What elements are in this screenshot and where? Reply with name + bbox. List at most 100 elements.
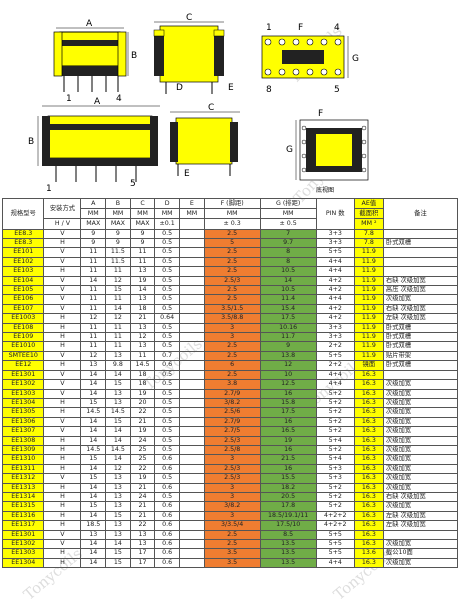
cell-a: 14 (80, 557, 107, 569)
cell-mount: V (43, 294, 82, 305)
cell-b: 13 (105, 491, 131, 503)
cell-d: 0.5 (154, 473, 180, 484)
pin-8-label: 8 (266, 85, 272, 95)
header-b-max: MAX (105, 218, 131, 230)
cell-b: 15 (105, 416, 131, 428)
transformer-diagrams: A B 1 4 C D E 1 F 4 G 8 (28, 13, 369, 194)
header-a-max: MAX (80, 218, 107, 230)
cell-c: 24 (129, 491, 156, 503)
cell-g: 10 (259, 369, 317, 381)
cell-mount: H (43, 482, 82, 494)
cell-b: 15 (105, 548, 131, 559)
cell-g: 17.5/10 (259, 520, 317, 531)
pin-5-label: 5 (334, 85, 340, 95)
cell-g: 12 (259, 360, 317, 371)
cell-mount: H (43, 435, 82, 446)
dim-b-large-label: B (28, 137, 34, 147)
table-row: EE104 V 14 12 19 0.5 2.5/3 14 4+2 11.9 右缺 次级加宽 (1, 275, 459, 287)
cell-a: 14 (80, 463, 107, 475)
cell-d: 0.6 (154, 538, 180, 550)
cell-mount: V (43, 350, 82, 362)
cell-ae: 16.3 (353, 491, 384, 503)
cell-f: 3 (203, 510, 261, 522)
cell-mount: V (43, 426, 82, 437)
cell-b: 12 (105, 463, 131, 475)
cell-f: 3 (203, 454, 261, 465)
cell-pin: 5+2 (315, 426, 355, 437)
table-row: EE1301 V 14 14 18 0.5 2.5 10 4+4 16.3 (1, 369, 459, 381)
cell-c: 13 (129, 294, 156, 305)
cell-ae: 11.9 (353, 294, 384, 305)
cell-c: 22 (129, 463, 156, 475)
cell-mount: H (43, 444, 82, 456)
cell-a: 15 (80, 501, 107, 512)
cell-b: 14.5 (105, 444, 131, 456)
cell-pin: 4+2 (315, 275, 355, 287)
cell-d: 0.6 (154, 360, 180, 371)
cell-remark: 次级加宽 (382, 294, 459, 305)
cell-c: 11 (129, 256, 156, 268)
table-row: EE1304 H 15 13 20 0.5 3/8.2 15.8 5+2 16.3 次级加宽 (1, 397, 459, 409)
cell-d: 0.5 (154, 435, 180, 446)
cell-b: 13 (105, 501, 131, 512)
cell-b: 12 (105, 313, 131, 324)
cell-e (178, 303, 205, 315)
pin-4-label: 4 (116, 94, 122, 104)
cell-a: 11 (80, 247, 107, 258)
table-row: EE1312 V 15 13 19 0.5 2.5/3 15.5 5+3 16.3 次级加宽 (1, 473, 459, 484)
cell-model: EE1303 (1, 548, 45, 559)
cell-e (178, 416, 205, 428)
dim-g-large-label: G (286, 145, 293, 155)
header-e-blank (178, 218, 205, 230)
cell-b: 14 (105, 369, 131, 381)
cell-model: EE1304 (1, 397, 45, 409)
spec-table-body: EE8.3 V 9 9 9 0.5 2.5 7 3+3 7.8 EE8.3 H 9 9 9 0.5 5 9.7 3+… (1, 228, 459, 569)
pin-1-top-label: 1 (266, 23, 272, 33)
cell-c: 21 (129, 510, 156, 522)
cell-ae: 镜面 (353, 360, 384, 371)
cell-remark: 次级加宽 (382, 426, 459, 437)
cell-g: 17.5 (259, 313, 317, 324)
cell-f: 3.5/1.5 (203, 303, 261, 315)
table-row: EE1305 H 14.5 14.5 22 0.5 2.5/6 17.5 5+2 16.3 次级加宽 (1, 407, 459, 418)
table-row: EE107 V 11 14 18 0.5 3.5/1.5 15.4 4+2 11.9 右缺 次级加宽 (1, 303, 459, 315)
cell-pin: 3+3 (315, 332, 355, 343)
cell-d: 0.6 (154, 557, 180, 569)
cell-mount: V (43, 416, 82, 428)
cell-d: 0.5 (154, 426, 180, 437)
cell-c: 25 (129, 454, 156, 465)
cell-model: EE101 (1, 247, 45, 258)
cell-d: 0.5 (154, 407, 180, 418)
cell-mount: H (43, 237, 82, 249)
header-g-tol: ± 0.5 (259, 218, 317, 230)
spec-table: 规格型号 安装方式 A B C D E F (脚距) G (排距) PIN 数 … (1, 197, 459, 569)
cell-f: 2.5/6 (203, 407, 261, 418)
cell-mount: H (43, 454, 82, 465)
cell-model: EE1315 (1, 501, 45, 512)
bottom-view-caption: 底视图 (316, 186, 334, 194)
cell-c: 19 (129, 473, 156, 484)
cell-e (178, 294, 205, 305)
cell-e (178, 538, 205, 550)
cell-f: 3.5 (203, 557, 261, 569)
table-row: EE109 H 11 11 12 0.5 3 11.7 3+3 11.9 卧式双槽 (1, 332, 459, 343)
cell-d: 0.6 (154, 548, 180, 559)
cell-pin: 5+5 (315, 538, 355, 550)
cell-d: 0.6 (154, 482, 180, 494)
cell-model: EE104 (1, 275, 45, 287)
cell-pin: 4+4 (315, 266, 355, 277)
cell-remark: 高压 次级加宽 (382, 285, 459, 296)
cell-e (178, 435, 205, 446)
cell-a: 14.5 (80, 407, 107, 418)
cell-model: EE1303 (1, 388, 45, 399)
cell-c: 18 (129, 303, 156, 315)
cell-remark: 卧式双槽 (382, 341, 459, 352)
header-g: G (排距) (259, 197, 317, 210)
cell-g: 13.5 (259, 548, 317, 559)
cell-a: 13 (80, 360, 107, 371)
cell-mount: H (43, 360, 82, 371)
cell-ae: 11.9 (353, 341, 384, 352)
header-d: D (154, 197, 180, 210)
cell-a: 15 (80, 473, 107, 484)
cell-remark: 次级加宽 (382, 454, 459, 465)
